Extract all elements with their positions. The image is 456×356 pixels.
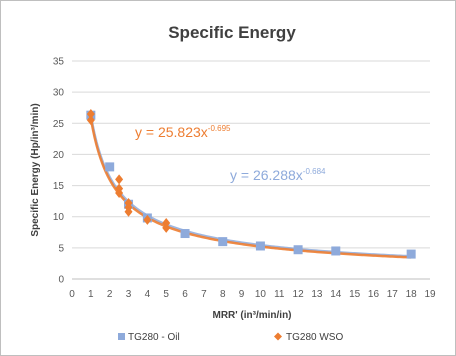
x-tick-label: 5 xyxy=(163,289,169,300)
trendline-equation-wso: y = 25.823x-0.695 xyxy=(135,124,231,140)
x-axis-label: MRR' (in³/min/in) xyxy=(212,310,291,321)
x-axis-ticks: 0 1 2 3 4 5 6 7 8 9 10 11 12 13 14 15 16 17 18 19 xyxy=(69,289,436,300)
y-tick-label: 20 xyxy=(53,150,65,161)
legend-marker-wso xyxy=(274,332,282,341)
x-tick-label: 10 xyxy=(255,289,267,300)
data-point-wso xyxy=(115,174,124,185)
y-tick-label: 0 xyxy=(58,275,64,286)
data-point-oil xyxy=(293,245,303,255)
x-tick-label: 6 xyxy=(182,289,188,300)
x-tick-label: 15 xyxy=(349,289,361,300)
x-tick-label: 2 xyxy=(107,289,113,300)
legend: TG280 - Oil TG280 WSO xyxy=(118,332,343,343)
x-tick-label: 4 xyxy=(145,289,151,300)
x-tick-label: 13 xyxy=(311,289,323,300)
data-point-oil xyxy=(218,237,228,247)
y-tick-label: 5 xyxy=(58,243,64,254)
data-point-oil xyxy=(406,249,416,259)
data-points xyxy=(86,108,416,259)
x-tick-label: 17 xyxy=(387,289,399,300)
x-tick-label: 11 xyxy=(274,289,285,300)
y-tick-label: 15 xyxy=(53,181,65,192)
data-point-oil xyxy=(180,229,190,239)
y-tick-label: 30 xyxy=(53,88,65,99)
y-tick-label: 25 xyxy=(53,119,65,130)
data-point-wso xyxy=(86,115,95,126)
x-tick-label: 1 xyxy=(88,289,94,300)
y-tick-label: 10 xyxy=(53,212,65,223)
data-point-oil xyxy=(255,241,265,251)
trendline-equation-oil: y = 26.288x-0.684 xyxy=(230,167,326,183)
data-point-wso xyxy=(115,188,124,199)
data-point-wso xyxy=(86,108,95,119)
legend-marker-oil xyxy=(118,333,125,340)
trendline-equation-wso-base: y = 25.823x xyxy=(135,124,208,140)
trendline-equation-oil-base: y = 26.288x xyxy=(230,167,303,183)
x-tick-label: 9 xyxy=(239,289,245,300)
legend-label-wso: TG280 WSO xyxy=(286,332,343,343)
x-tick-label: 18 xyxy=(406,289,418,300)
chart-title: Specific Energy xyxy=(168,23,296,42)
x-tick-label: 12 xyxy=(293,289,305,300)
data-point-oil xyxy=(331,246,341,256)
y-tick-label: 35 xyxy=(53,57,65,68)
trendline-equation-wso-exponent: -0.695 xyxy=(208,124,231,133)
gridlines xyxy=(72,60,430,249)
data-point-wso xyxy=(143,214,152,225)
x-tick-label: 16 xyxy=(368,289,380,300)
trendline-equation-oil-exponent: -0.684 xyxy=(303,167,326,176)
data-point-oil xyxy=(105,162,115,172)
data-point-wso xyxy=(124,206,133,217)
x-tick-label: 14 xyxy=(330,289,342,300)
legend-label-oil: TG280 - Oil xyxy=(128,332,180,343)
x-tick-label: 8 xyxy=(220,289,226,300)
y-axis-label: Specific Energy (Hp/in³/min) xyxy=(30,103,41,236)
x-tick-label: 7 xyxy=(201,289,207,300)
x-tick-label: 0 xyxy=(69,289,75,300)
y-axis-ticks: 0 5 10 15 20 25 30 35 xyxy=(53,57,65,286)
x-tick-label: 19 xyxy=(424,289,436,300)
x-tick-label: 3 xyxy=(126,289,132,300)
data-point-wso xyxy=(162,222,171,233)
